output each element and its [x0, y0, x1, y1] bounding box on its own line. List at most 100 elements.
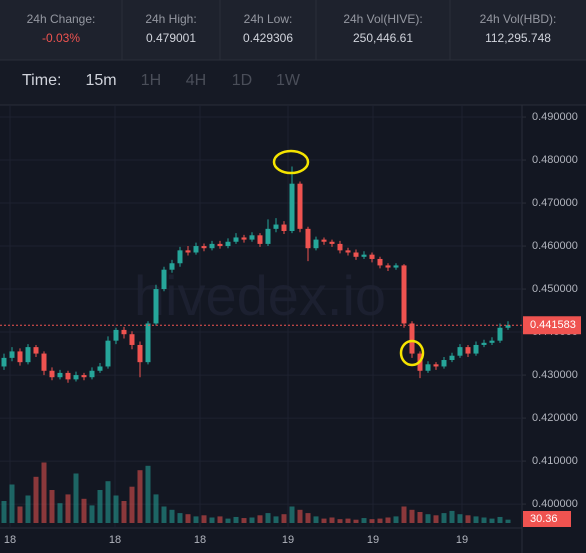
candle-body — [97, 366, 103, 371]
volume-bar — [129, 486, 135, 523]
volume-bar — [449, 510, 455, 523]
y-tick-label: 0.470000 — [532, 197, 578, 209]
y-tick-label: 0.410000 — [532, 455, 578, 467]
candle-body — [57, 372, 63, 378]
candle-body — [209, 243, 215, 249]
candle-body — [129, 334, 135, 345]
watermark: hivedex.io — [134, 264, 386, 327]
candle-body — [105, 340, 111, 367]
candle-body — [241, 237, 247, 240]
candle-body — [385, 265, 391, 268]
volume-bar — [217, 516, 223, 523]
candle-body — [185, 250, 191, 253]
candle-body — [169, 263, 175, 270]
volume-bar — [9, 484, 15, 523]
volume-bar — [353, 519, 359, 523]
time-option[interactable]: 1D — [232, 72, 252, 89]
volume-bar — [201, 515, 207, 523]
last-volume-label: 30.36 — [530, 513, 558, 525]
volume-bar — [409, 509, 415, 523]
volume-bar — [385, 517, 391, 523]
highlight-ring — [272, 149, 310, 175]
volume-bar — [305, 513, 311, 523]
x-tick-label: 18 — [4, 534, 16, 546]
volume-bar — [137, 470, 143, 523]
candle-body — [425, 364, 431, 371]
volume-bar — [505, 519, 511, 523]
candle-body — [345, 250, 351, 253]
candle-body — [177, 250, 183, 264]
candle-body — [81, 375, 87, 378]
volume-bar — [265, 513, 271, 523]
y-tick-label: 0.430000 — [532, 369, 578, 381]
candle-body — [297, 183, 303, 229]
time-option[interactable]: 15m — [85, 72, 116, 89]
candle-body — [41, 353, 47, 371]
volume-bar — [257, 515, 263, 523]
last-price-tag — [523, 316, 581, 335]
volume-bar — [345, 518, 351, 523]
volume-bar — [473, 516, 479, 523]
volume-bar — [489, 518, 495, 523]
candle-body — [249, 235, 255, 240]
time-option[interactable]: 1W — [276, 72, 301, 89]
x-tick-label: 19 — [282, 534, 294, 546]
candle-body — [441, 360, 447, 367]
candle-body — [217, 243, 223, 247]
candle-body — [137, 344, 143, 363]
candle-body — [489, 340, 495, 343]
volume-bar — [465, 515, 471, 523]
volume-bar — [417, 512, 423, 523]
y-tick-label: 0.480000 — [532, 154, 578, 166]
candle-body — [305, 228, 311, 249]
candle-body — [393, 265, 399, 268]
volume-bar — [177, 513, 183, 523]
volume-bar — [105, 481, 111, 523]
y-tick-label: 0.420000 — [532, 412, 578, 424]
volume-bar — [25, 495, 31, 523]
volume-bar — [145, 465, 151, 523]
candle-body — [49, 370, 55, 378]
volume-bar — [497, 516, 503, 523]
stat-value: -0.03% — [42, 31, 80, 45]
x-tick-label: 18 — [109, 534, 121, 546]
y-tick-label: 0.490000 — [532, 111, 578, 123]
volume-bar — [169, 509, 175, 523]
volume-bar — [289, 506, 295, 523]
volume-bar — [377, 518, 383, 523]
candle-body — [1, 357, 7, 367]
candle-body — [9, 351, 15, 358]
volume-bar — [1, 501, 7, 523]
candle-body — [73, 375, 79, 380]
candle-body — [409, 323, 415, 354]
volume-bar — [121, 501, 127, 523]
candle-body — [113, 329, 119, 341]
candle-body — [401, 265, 407, 324]
volume-bar — [393, 516, 399, 523]
time-label: Time: — [22, 72, 61, 89]
candle-body — [65, 372, 71, 380]
candle-body — [481, 342, 487, 345]
volume-bar — [313, 516, 319, 523]
x-tick-label: 19 — [367, 534, 379, 546]
stat-value: 250,446.61 — [353, 31, 413, 45]
volume-bar — [441, 513, 447, 523]
volume-bar — [457, 514, 463, 523]
time-option[interactable]: 1H — [141, 72, 161, 89]
volume-bar — [329, 517, 335, 523]
y-tick-label: 0.450000 — [532, 283, 578, 295]
volume-bar — [337, 519, 343, 523]
candle-body — [145, 323, 151, 363]
volume-bar — [185, 514, 191, 523]
volume-bar — [425, 514, 431, 523]
volume-bar — [209, 517, 215, 523]
stats-bar — [0, 0, 586, 60]
candle-body — [353, 252, 359, 257]
time-option[interactable]: 4H — [186, 72, 206, 89]
volume-bar — [321, 518, 327, 523]
candle-body — [369, 254, 375, 259]
stat-label: 24h High: — [145, 12, 196, 26]
candle-body — [233, 237, 239, 242]
volume-bar — [161, 506, 167, 523]
